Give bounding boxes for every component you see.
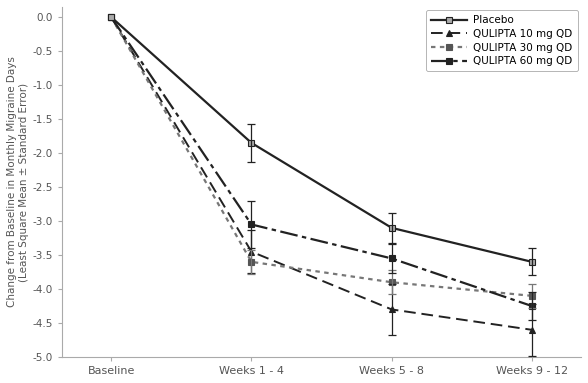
- QULIPTA 10 mg QD: [388, 307, 395, 312]
- Legend: Placebo, QULIPTA 10 mg QD, QULIPTA 30 mg QD, QULIPTA 60 mg QD: Placebo, QULIPTA 10 mg QD, QULIPTA 30 mg…: [426, 10, 578, 71]
- Placebo: [388, 226, 395, 230]
- QULIPTA 30 mg QD: [388, 280, 395, 285]
- QULIPTA 60 mg QD: [248, 222, 255, 227]
- Line: Placebo: Placebo: [108, 14, 536, 265]
- QULIPTA 30 mg QD: [108, 15, 115, 20]
- QULIPTA 30 mg QD: [248, 260, 255, 264]
- Line: QULIPTA 60 mg QD: QULIPTA 60 mg QD: [108, 14, 536, 309]
- Placebo: [108, 15, 115, 20]
- Line: QULIPTA 10 mg QD: QULIPTA 10 mg QD: [108, 14, 536, 333]
- QULIPTA 10 mg QD: [108, 15, 115, 20]
- QULIPTA 60 mg QD: [529, 304, 536, 308]
- Placebo: [529, 260, 536, 264]
- Line: QULIPTA 30 mg QD: QULIPTA 30 mg QD: [108, 14, 536, 300]
- Placebo: [248, 141, 255, 145]
- QULIPTA 60 mg QD: [108, 15, 115, 20]
- QULIPTA 60 mg QD: [388, 256, 395, 261]
- QULIPTA 10 mg QD: [248, 249, 255, 254]
- Y-axis label: Change from Baseline in Monthly Migraine Days
(Least Square Mean ± Standard Erro: Change from Baseline in Monthly Migraine…: [7, 57, 29, 308]
- QULIPTA 10 mg QD: [529, 327, 536, 332]
- QULIPTA 30 mg QD: [529, 293, 536, 298]
